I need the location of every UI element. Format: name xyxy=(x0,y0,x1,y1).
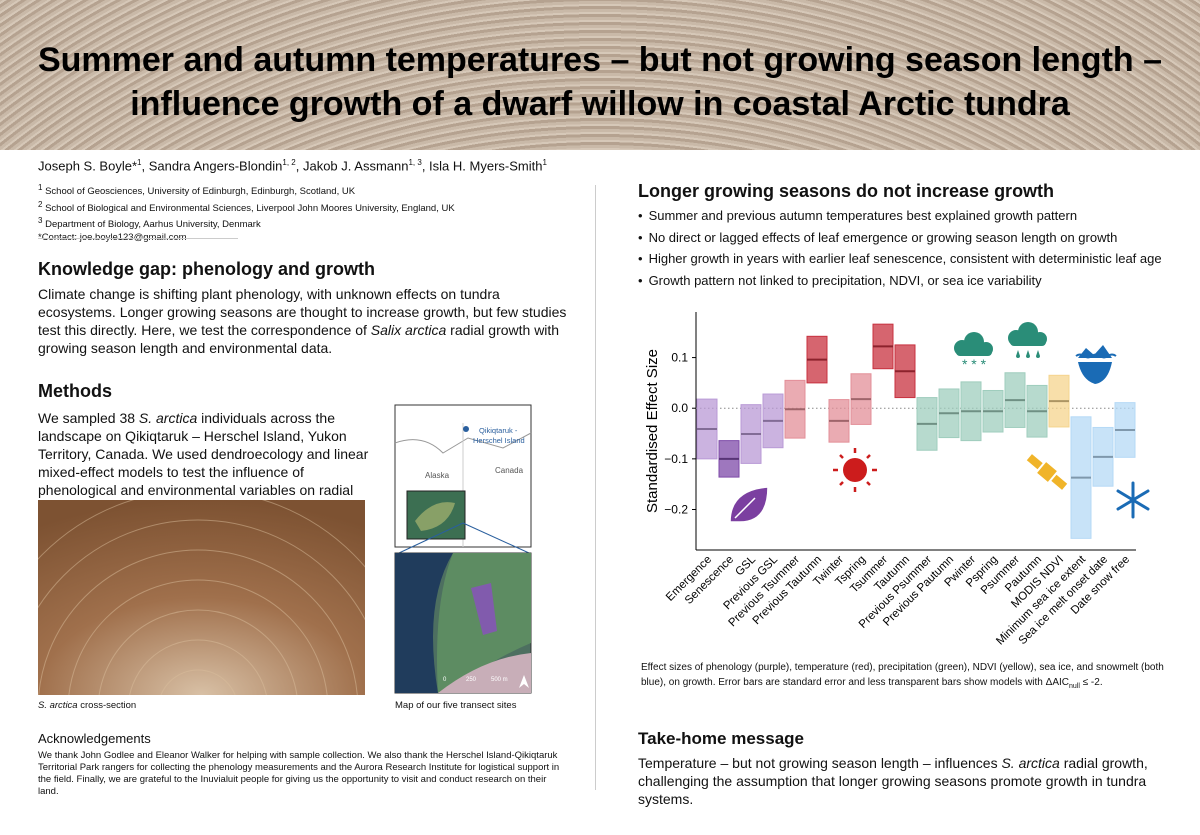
sup: 2 xyxy=(38,199,43,209)
text: School of Biological and Environmental S… xyxy=(42,202,455,214)
text: S. arctica xyxy=(1001,755,1060,771)
map-label: Herschel Island xyxy=(473,436,525,445)
author: , Jakob J. Assmann xyxy=(295,158,409,174)
bullet: Higher growth in years with earlier leaf… xyxy=(638,248,1162,270)
sup: 1, 2 xyxy=(282,158,296,167)
text: School of Geosciences, University of Edi… xyxy=(42,186,356,198)
text: S. arctica xyxy=(138,410,198,426)
author: , Sandra Angers-Blondin xyxy=(141,158,283,174)
divider xyxy=(595,185,596,790)
title: Summer and autumn temperatures – but not… xyxy=(37,41,1163,123)
heading: Longer growing seasons do not increase g… xyxy=(638,181,1055,201)
bullet: Growth pattern not linked to precipitati… xyxy=(638,270,1162,292)
text: S. arctica xyxy=(38,700,78,711)
paragraph: Temperature – but not growing season len… xyxy=(638,754,1178,808)
affiliations: 1 School of Geosciences, University of E… xyxy=(38,182,455,244)
paragraph: Climate change is shifting plant phenolo… xyxy=(38,285,568,357)
author: Joseph S. Boyle* xyxy=(38,158,138,174)
affiliation: 1 School of Geosciences, University of E… xyxy=(38,182,455,199)
sun-icon xyxy=(833,448,877,492)
text: Effect sizes of phenology (purple), temp… xyxy=(641,662,1164,688)
y-tick-label: 0.1 xyxy=(671,351,688,365)
affiliation: 3 Department of Biology, Aarhus Universi… xyxy=(38,215,455,232)
y-tick-label: −0.2 xyxy=(664,502,688,516)
caption: Map of our five transect sites xyxy=(395,700,517,711)
bullet: No direct or lagged effects of leaf emer… xyxy=(638,227,1162,249)
author: , Isla H. Myers-Smith xyxy=(421,158,543,174)
bullets: Summer and previous autumn temperatures … xyxy=(638,205,1162,291)
sup: 1 xyxy=(38,183,43,192)
svg-text:* * *: * * * xyxy=(962,356,987,372)
affiliation: 2 School of Biological and Environmental… xyxy=(38,199,455,216)
bullet: Summer and previous autumn temperatures … xyxy=(638,205,1162,227)
y-tick-label: −0.1 xyxy=(664,452,688,466)
heading: Acknowledgements xyxy=(38,731,151,746)
map-label: 0 xyxy=(443,677,447,683)
banner xyxy=(0,0,1200,150)
map-label: Alaska xyxy=(425,471,450,480)
divider xyxy=(38,238,238,239)
authors: Joseph S. Boyle*1, Sandra Angers-Blondin… xyxy=(38,158,547,173)
map-label: 500 m xyxy=(491,677,508,683)
paragraph: We thank John Godlee and Eleanor Walker … xyxy=(38,750,560,797)
map-label: Qikiqtaruk - xyxy=(479,426,518,435)
heading: Methods xyxy=(38,381,112,401)
sup: 1 xyxy=(137,158,142,167)
text: Department of Biology, Aarhus University… xyxy=(42,219,261,231)
text: Temperature – but not growing season len… xyxy=(638,755,1002,771)
heading: Knowledge gap: phenology and growth xyxy=(38,259,375,279)
sup: 3 xyxy=(38,216,43,226)
y-tick-label: 0.0 xyxy=(671,401,688,415)
sup: 1, 3 xyxy=(408,158,422,167)
caption: S. arctica cross-section xyxy=(38,700,136,712)
y-axis-label: Standardised Effect Size xyxy=(644,349,661,513)
cross-section-photo xyxy=(38,500,365,695)
sup: 1 xyxy=(542,158,547,167)
map-label: 250 xyxy=(466,677,477,683)
sub: null xyxy=(1068,683,1080,690)
text: We sampled 38 xyxy=(38,410,139,426)
text: ≤ -2. xyxy=(1079,677,1103,688)
caption: Effect sizes of phenology (purple), temp… xyxy=(641,660,1191,694)
text: radial growth with growing season length… xyxy=(38,322,560,356)
text: cross-section xyxy=(77,700,137,711)
map-label: Canada xyxy=(495,466,524,475)
icons: * * * xyxy=(729,322,1150,523)
contact: *Contact: joe.boyle123@gmail.com xyxy=(38,231,187,243)
heading: Take-home message xyxy=(638,729,804,748)
map: Alaska Canada Qikiqtaruk - Herschel Isla… xyxy=(394,404,532,694)
text: Salix arctica xyxy=(370,322,447,338)
text: Climate change is shifting plant phenolo… xyxy=(38,286,567,338)
text: radial growth, challenging the assumptio… xyxy=(638,755,1148,807)
